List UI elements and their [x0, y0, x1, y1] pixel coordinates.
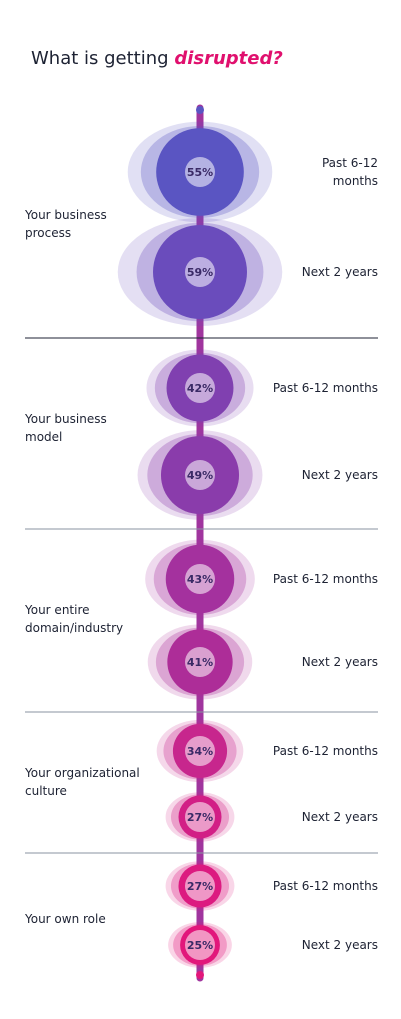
period-label: Next 2 years — [302, 655, 378, 669]
value-label: 59% — [187, 266, 213, 279]
value-label: 55% — [187, 166, 213, 179]
period-label: Next 2 years — [302, 938, 378, 952]
period-label: Next 2 years — [302, 468, 378, 482]
value-badge — [185, 257, 215, 287]
value-label: 49% — [187, 469, 213, 482]
chart-title: What is getting disrupted? — [31, 48, 283, 69]
period-label: Next 2 years — [302, 810, 378, 824]
value-label: 27% — [187, 880, 213, 893]
value-label: 41% — [187, 656, 213, 669]
value-label: 27% — [187, 811, 213, 824]
period-label: Past 6-12 months — [322, 156, 378, 188]
category-label: Your own role — [24, 912, 106, 926]
value-badge — [185, 736, 215, 766]
title-prefix: What is getting — [31, 48, 169, 69]
value-badge — [185, 373, 215, 403]
period-label: Past 6-12 months — [273, 381, 378, 395]
value-badge — [185, 157, 215, 187]
value-label: 34% — [187, 745, 213, 758]
value-badge — [185, 802, 215, 832]
category-label: Your entire domain/industry — [24, 603, 123, 635]
stem-top-cap — [196, 106, 204, 114]
value-badge — [185, 930, 215, 960]
title-highlight: disrupted? — [174, 48, 283, 69]
value-badge — [185, 647, 215, 677]
value-badge — [185, 564, 215, 594]
period-label: Past 6-12 months — [273, 572, 378, 586]
value-label: 25% — [187, 939, 213, 952]
period-label: Past 6-12 months — [273, 744, 378, 758]
category-label: Your business model — [24, 412, 107, 444]
value-badge — [185, 871, 215, 901]
period-label: Next 2 years — [302, 265, 378, 279]
value-label: 42% — [187, 382, 213, 395]
period-label: Past 6-12 months — [273, 879, 378, 893]
category-label: Your organizational culture — [24, 766, 140, 798]
stem-bottom-cap — [196, 971, 204, 979]
category-label: Your business process — [24, 208, 107, 240]
value-badge — [185, 460, 215, 490]
value-label: 43% — [187, 573, 213, 586]
